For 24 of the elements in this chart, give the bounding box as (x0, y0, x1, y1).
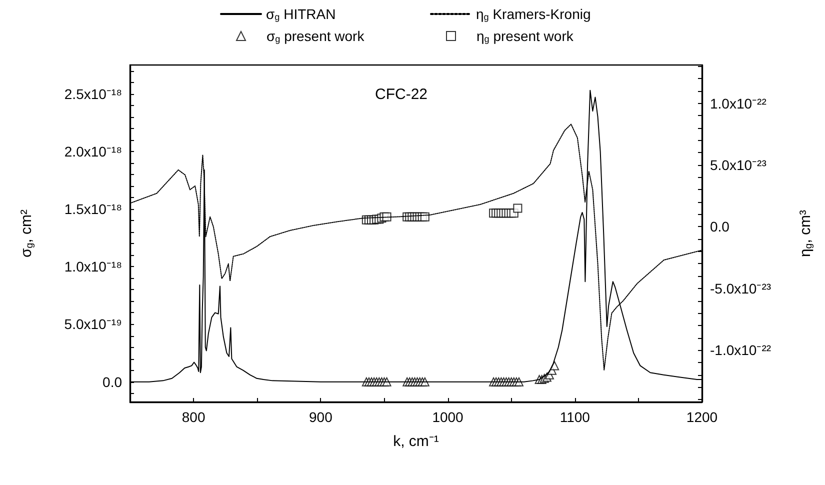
x-tick-label: 1200 (686, 409, 718, 425)
y2-tick-label: -1.0x10⁻²² (710, 342, 772, 358)
y-tick-label: 1.5x10⁻¹⁸ (64, 201, 122, 218)
x-axis-title: k, cm⁻¹ (393, 433, 439, 450)
legend-label: σg present work (266, 28, 366, 44)
x-tick-label: 1000 (432, 409, 464, 425)
x-tick-label: 900 (308, 409, 333, 425)
x-tick-label: 1100 (560, 409, 590, 425)
y2-tick-label: 5.0x10⁻²³ (710, 156, 767, 173)
y2-tick-label: 0.0 (710, 218, 730, 235)
text: CFC-22 (375, 86, 428, 103)
legend-label: ηg present work (476, 28, 574, 44)
y2-axis-title: ηg, cm³ (796, 210, 814, 258)
y2-tick-label: 1.0x10⁻²² (710, 95, 767, 112)
y2-tick-label: -5.0x10⁻²³ (710, 280, 772, 296)
y-tick-label: 5.0x10⁻¹⁹ (64, 316, 122, 332)
legend-label: ηg Kramers-Kronig (476, 6, 591, 22)
legend-label: σg HITRAN (266, 6, 336, 22)
y-axis-title: σg, cm² (18, 209, 36, 258)
y-tick-label: 1.0x10⁻¹⁸ (64, 258, 122, 275)
y-tick-label: 2.0x10⁻¹⁸ (64, 143, 122, 160)
y-tick-label: 0.0 (102, 374, 122, 390)
y-tick-label: 2.5x10⁻¹⁸ (64, 86, 122, 102)
x-tick-label: 800 (182, 409, 206, 425)
